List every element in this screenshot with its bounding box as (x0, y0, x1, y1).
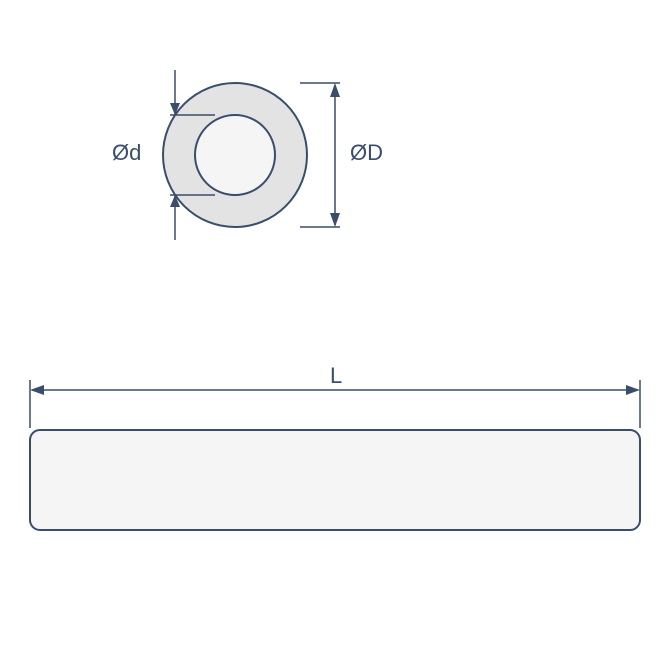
drawing-svg (0, 0, 670, 670)
label-inner-diameter: Ød (112, 140, 141, 166)
technical-drawing: Ød ØD L (0, 0, 670, 670)
top-view-ring (163, 83, 307, 227)
label-length: L (330, 363, 342, 389)
label-outer-diameter: ØD (350, 140, 383, 166)
side-view-tube (30, 430, 640, 530)
